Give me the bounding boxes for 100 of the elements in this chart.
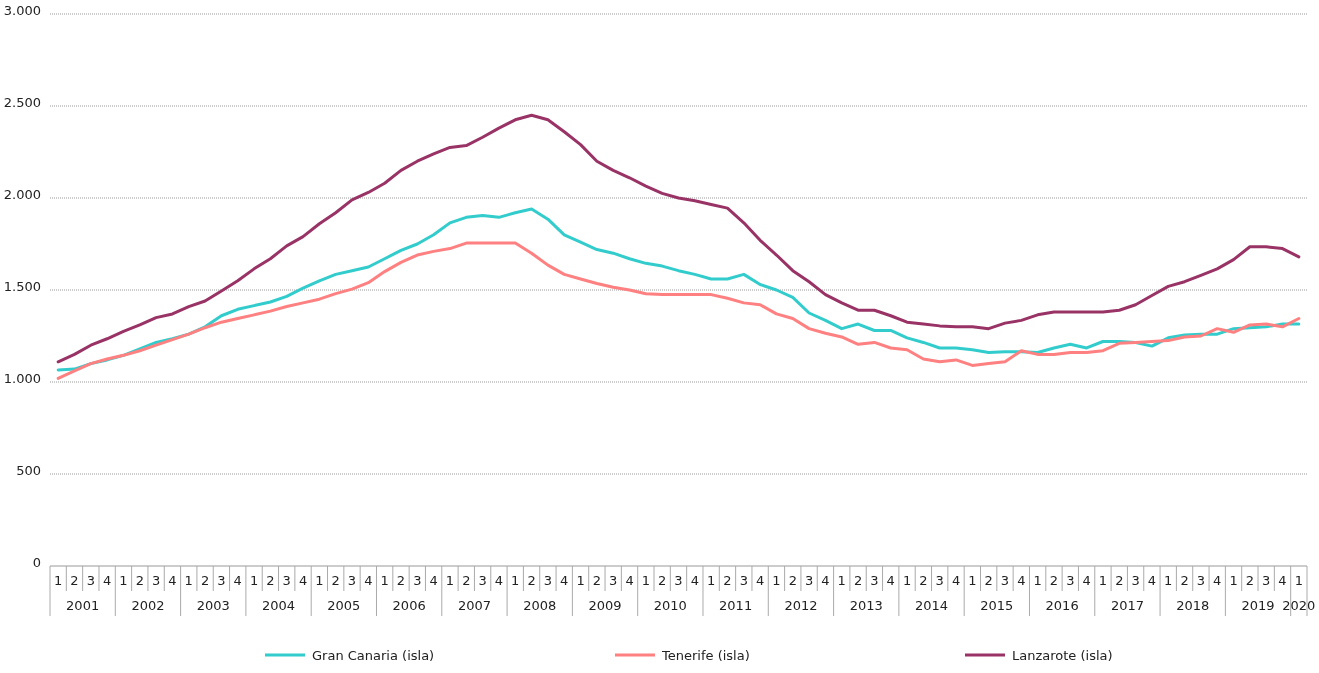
x-tick-label: 1	[119, 573, 128, 588]
x-tick-label: 1	[380, 573, 389, 588]
x-tick-label: 1	[641, 573, 650, 588]
x-tick-label: 4	[560, 573, 569, 588]
x-tick-label: 4	[1147, 573, 1157, 588]
x-tick-label: 2	[70, 573, 79, 588]
text: 2015	[980, 598, 1014, 613]
x-tick-label: 2	[984, 573, 993, 588]
x-tick-label: 3	[86, 573, 95, 588]
x-tick-label: 2	[266, 573, 275, 588]
x-tick-label: 2	[331, 573, 340, 588]
line-series	[56, 241, 1301, 380]
legend-label: Tenerife (isla)	[661, 648, 750, 663]
y-tick-label: 2.000	[3, 186, 41, 202]
x-tick-label: 1	[837, 573, 846, 588]
x-tick-label: 4	[1278, 573, 1287, 588]
text: 2010	[653, 598, 687, 613]
x-tick-label: 3	[1196, 573, 1206, 588]
x-tick-label: 2	[396, 573, 406, 588]
x-tick-label: 4	[625, 573, 634, 588]
x-tick-label: 3	[217, 573, 226, 588]
x-tick-label: 4	[364, 573, 373, 588]
x-tick-label: 1	[576, 573, 585, 588]
x-tick-label: 1	[184, 573, 193, 588]
x-tick-label: 1	[249, 573, 259, 588]
x-tick-label: 4	[298, 573, 308, 588]
x-tick-label: 4	[168, 573, 177, 588]
x-tick-label: 4	[821, 573, 830, 588]
x-tick-label: 3	[739, 573, 748, 588]
x-tick-label: 4	[103, 573, 112, 588]
x-tick-label: 1	[1098, 573, 1108, 588]
x-tick-label: 4	[951, 573, 961, 588]
x-tick-label: 4	[494, 573, 504, 588]
text: 2001	[66, 598, 100, 613]
x-tick-label: 4	[1213, 573, 1222, 588]
y-tick-label: 3.000	[3, 2, 41, 18]
legend-label: Lanzarote (isla)	[1012, 648, 1113, 663]
x-tick-label: 3	[478, 573, 487, 588]
x-tick-label: 2	[658, 573, 667, 588]
y-tick-label: 1.500	[3, 278, 41, 294]
x-tick-label: 1	[1294, 573, 1303, 588]
x-tick-label: 1	[968, 573, 977, 588]
x-tick-label: 4	[755, 573, 765, 588]
x-tick-label: 2	[1180, 573, 1189, 588]
text: 2007	[457, 598, 491, 613]
x-tick-label: 3	[870, 573, 879, 588]
text: 2006	[392, 598, 426, 613]
x-tick-label: 1	[1229, 573, 1238, 588]
x-tick-label: 2	[462, 573, 471, 588]
x-tick-label: 4	[1082, 573, 1091, 588]
x-tick-label: 3	[804, 573, 814, 588]
x-tick-label: 2	[592, 573, 602, 588]
x-tick-label: 2	[788, 573, 797, 588]
text: 2016	[1045, 598, 1079, 613]
x-tick-label: 2	[527, 573, 536, 588]
x-tick-label: 3	[1262, 573, 1271, 588]
text: 2020	[1282, 598, 1316, 613]
x-tick-label: 1	[772, 573, 781, 588]
text: 2004	[262, 598, 296, 613]
x-tick-label: 1	[315, 573, 324, 588]
x-tick-label: 3	[935, 573, 944, 588]
x-tick-label: 3	[413, 573, 422, 588]
x-tick-label: 2	[135, 573, 144, 588]
x-tick-label: 4	[1017, 573, 1026, 588]
y-tick-label: 500	[16, 462, 41, 478]
x-tick-label: 2	[723, 573, 732, 588]
x-tick-label: 1	[445, 573, 455, 588]
x-tick-label: 3	[674, 573, 683, 588]
x-tick-label: 2	[1245, 573, 1254, 588]
y-tick-label: 0	[32, 554, 41, 570]
text: 2002	[131, 598, 165, 613]
text: 2008	[523, 598, 557, 613]
x-tick-label: 3	[609, 573, 618, 588]
x-tick-label: 4	[690, 573, 699, 588]
x-tick-label: 4	[886, 573, 895, 588]
x-tick-label: 1	[707, 573, 716, 588]
text: 2009	[588, 598, 622, 613]
x-tick-label: 2	[919, 573, 928, 588]
y-tick-label: 2.500	[3, 94, 41, 110]
x-tick-label: 2	[1115, 573, 1124, 588]
text: 2017	[1110, 598, 1144, 613]
x-tick-label: 2	[853, 573, 863, 588]
x-tick-label: 3	[1131, 573, 1140, 588]
x-tick-label: 1	[902, 573, 912, 588]
x-tick-label: 4	[429, 573, 438, 588]
text: 2019	[1241, 598, 1275, 613]
text: 2014	[914, 598, 949, 613]
x-tick-label: 1	[1033, 573, 1042, 588]
legend-label: Gran Canaria (isla)	[312, 648, 435, 663]
text: 2012	[784, 598, 818, 613]
x-tick-label: 4	[233, 573, 242, 588]
x-tick-label: 3	[347, 573, 357, 588]
x-tick-label: 3	[151, 573, 161, 588]
x-tick-label: 1	[54, 573, 63, 588]
x-tick-label: 1	[1164, 573, 1173, 588]
text: 2011	[719, 598, 753, 613]
x-tick-label: 3	[1066, 573, 1075, 588]
x-tick-label: 3	[282, 573, 291, 588]
text: 2018	[1176, 598, 1210, 613]
x-tick-label: 3	[543, 573, 553, 588]
